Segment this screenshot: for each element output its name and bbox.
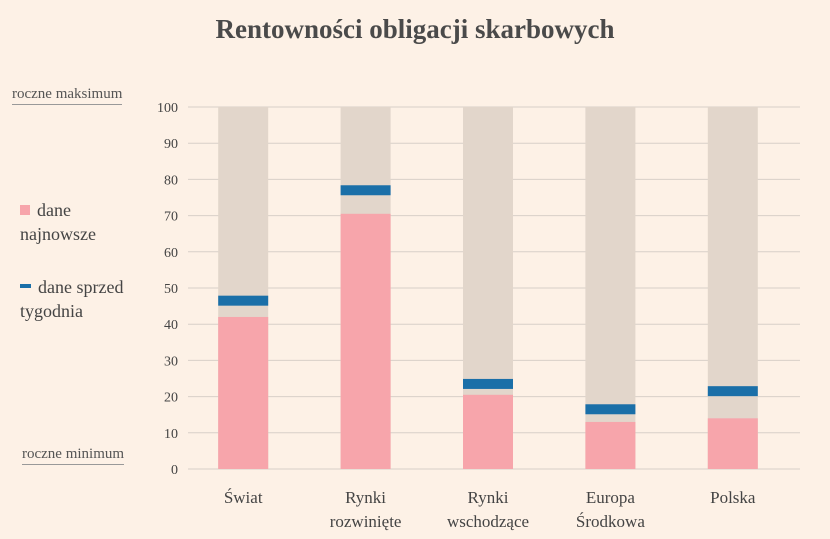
y-tick-label: 50 [164, 282, 178, 297]
x-category-label-line: Środkowa [576, 512, 645, 531]
latest-bar [463, 394, 513, 469]
week-ago-marker [707, 386, 758, 397]
range-bar [707, 107, 758, 469]
legend-latest-line2: najnowsze [20, 224, 96, 244]
annual-max-label: roczne maksimum [12, 86, 123, 105]
y-tick-label: 100 [157, 101, 178, 116]
annual-min-label: roczne minimum [22, 446, 125, 465]
legend-item-latest: dane [20, 198, 123, 222]
x-category-label: Świat [224, 488, 263, 507]
chart-title: Rentowności obligacji skarbowych [215, 14, 615, 44]
legend: dane najnowsze dane sprzed tygodnia [20, 198, 123, 323]
y-tick-label: 80 [164, 173, 178, 188]
y-tick-label: 10 [164, 427, 178, 442]
latest-bar [707, 418, 758, 469]
latest-bar [585, 421, 636, 469]
week-ago-marker [585, 404, 636, 415]
y-tick-label: 0 [171, 463, 178, 478]
legend-latest-swatch [20, 205, 30, 215]
y-tick-label: 90 [164, 137, 178, 152]
y-tick-label: 30 [164, 354, 178, 369]
legend-item-week-ago: dane sprzed [20, 275, 123, 299]
legend-week-ago-line2: tygodnia [20, 301, 83, 321]
week-ago-marker [463, 378, 513, 389]
y-tick-label: 40 [164, 318, 178, 333]
y-tick-label: 20 [164, 391, 178, 406]
x-category-label: Rynki wschodzące [447, 488, 529, 531]
label-layer: 0 10 20 30 40 50 60 70 80 90 100 Świat Rynki rozwinię… [157, 101, 756, 531]
x-category-label-line: Rynki [345, 488, 386, 507]
latest-bar [218, 316, 269, 469]
legend-latest-line1: dane [37, 200, 71, 220]
x-category-label: Polska [710, 488, 756, 507]
x-category-label-line: wschodzące [447, 512, 529, 531]
bar-layer [218, 107, 758, 469]
y-tick-label: 70 [164, 210, 178, 225]
y-tick-label: 60 [164, 246, 178, 261]
x-category-label-line: Rynki [468, 488, 509, 507]
x-category-label-line: Europa [586, 488, 636, 507]
x-category-label-line: Świat [224, 488, 263, 507]
legend-week-ago-swatch [20, 284, 31, 288]
week-ago-marker [340, 185, 391, 196]
x-category-label-line: Polska [710, 488, 756, 507]
latest-bar [340, 213, 391, 469]
x-category-label: Rynki rozwinięte [330, 488, 402, 531]
x-category-label: Europa Środkowa [576, 488, 645, 531]
legend-week-ago-line1: dane sprzed [38, 277, 124, 297]
week-ago-marker [218, 295, 269, 306]
x-category-label-line: rozwinięte [330, 512, 402, 531]
range-bar [585, 107, 636, 469]
